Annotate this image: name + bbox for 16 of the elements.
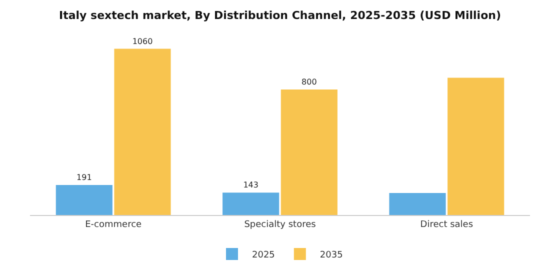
data-label: 1060 — [132, 36, 153, 46]
x-tick-label: Direct sales — [420, 220, 474, 230]
x-tick-label: E-commerce — [85, 220, 142, 230]
bar — [448, 78, 504, 215]
legend-label: 2025 — [252, 250, 275, 261]
bar — [114, 48, 171, 215]
data-label: 191 — [76, 173, 92, 182]
bar — [222, 192, 280, 215]
chart-title: Italy sextech market, By Distribution Channel, 2025-2035 (USD Million) — [59, 8, 501, 22]
bar — [56, 185, 112, 215]
bar — [280, 90, 338, 215]
data-label: 800 — [302, 78, 317, 87]
data-label: 143 — [243, 180, 258, 190]
legend-label: 2035 — [320, 250, 343, 261]
x-tick-label: Specialty stores — [244, 220, 316, 230]
bar — [389, 193, 446, 215]
